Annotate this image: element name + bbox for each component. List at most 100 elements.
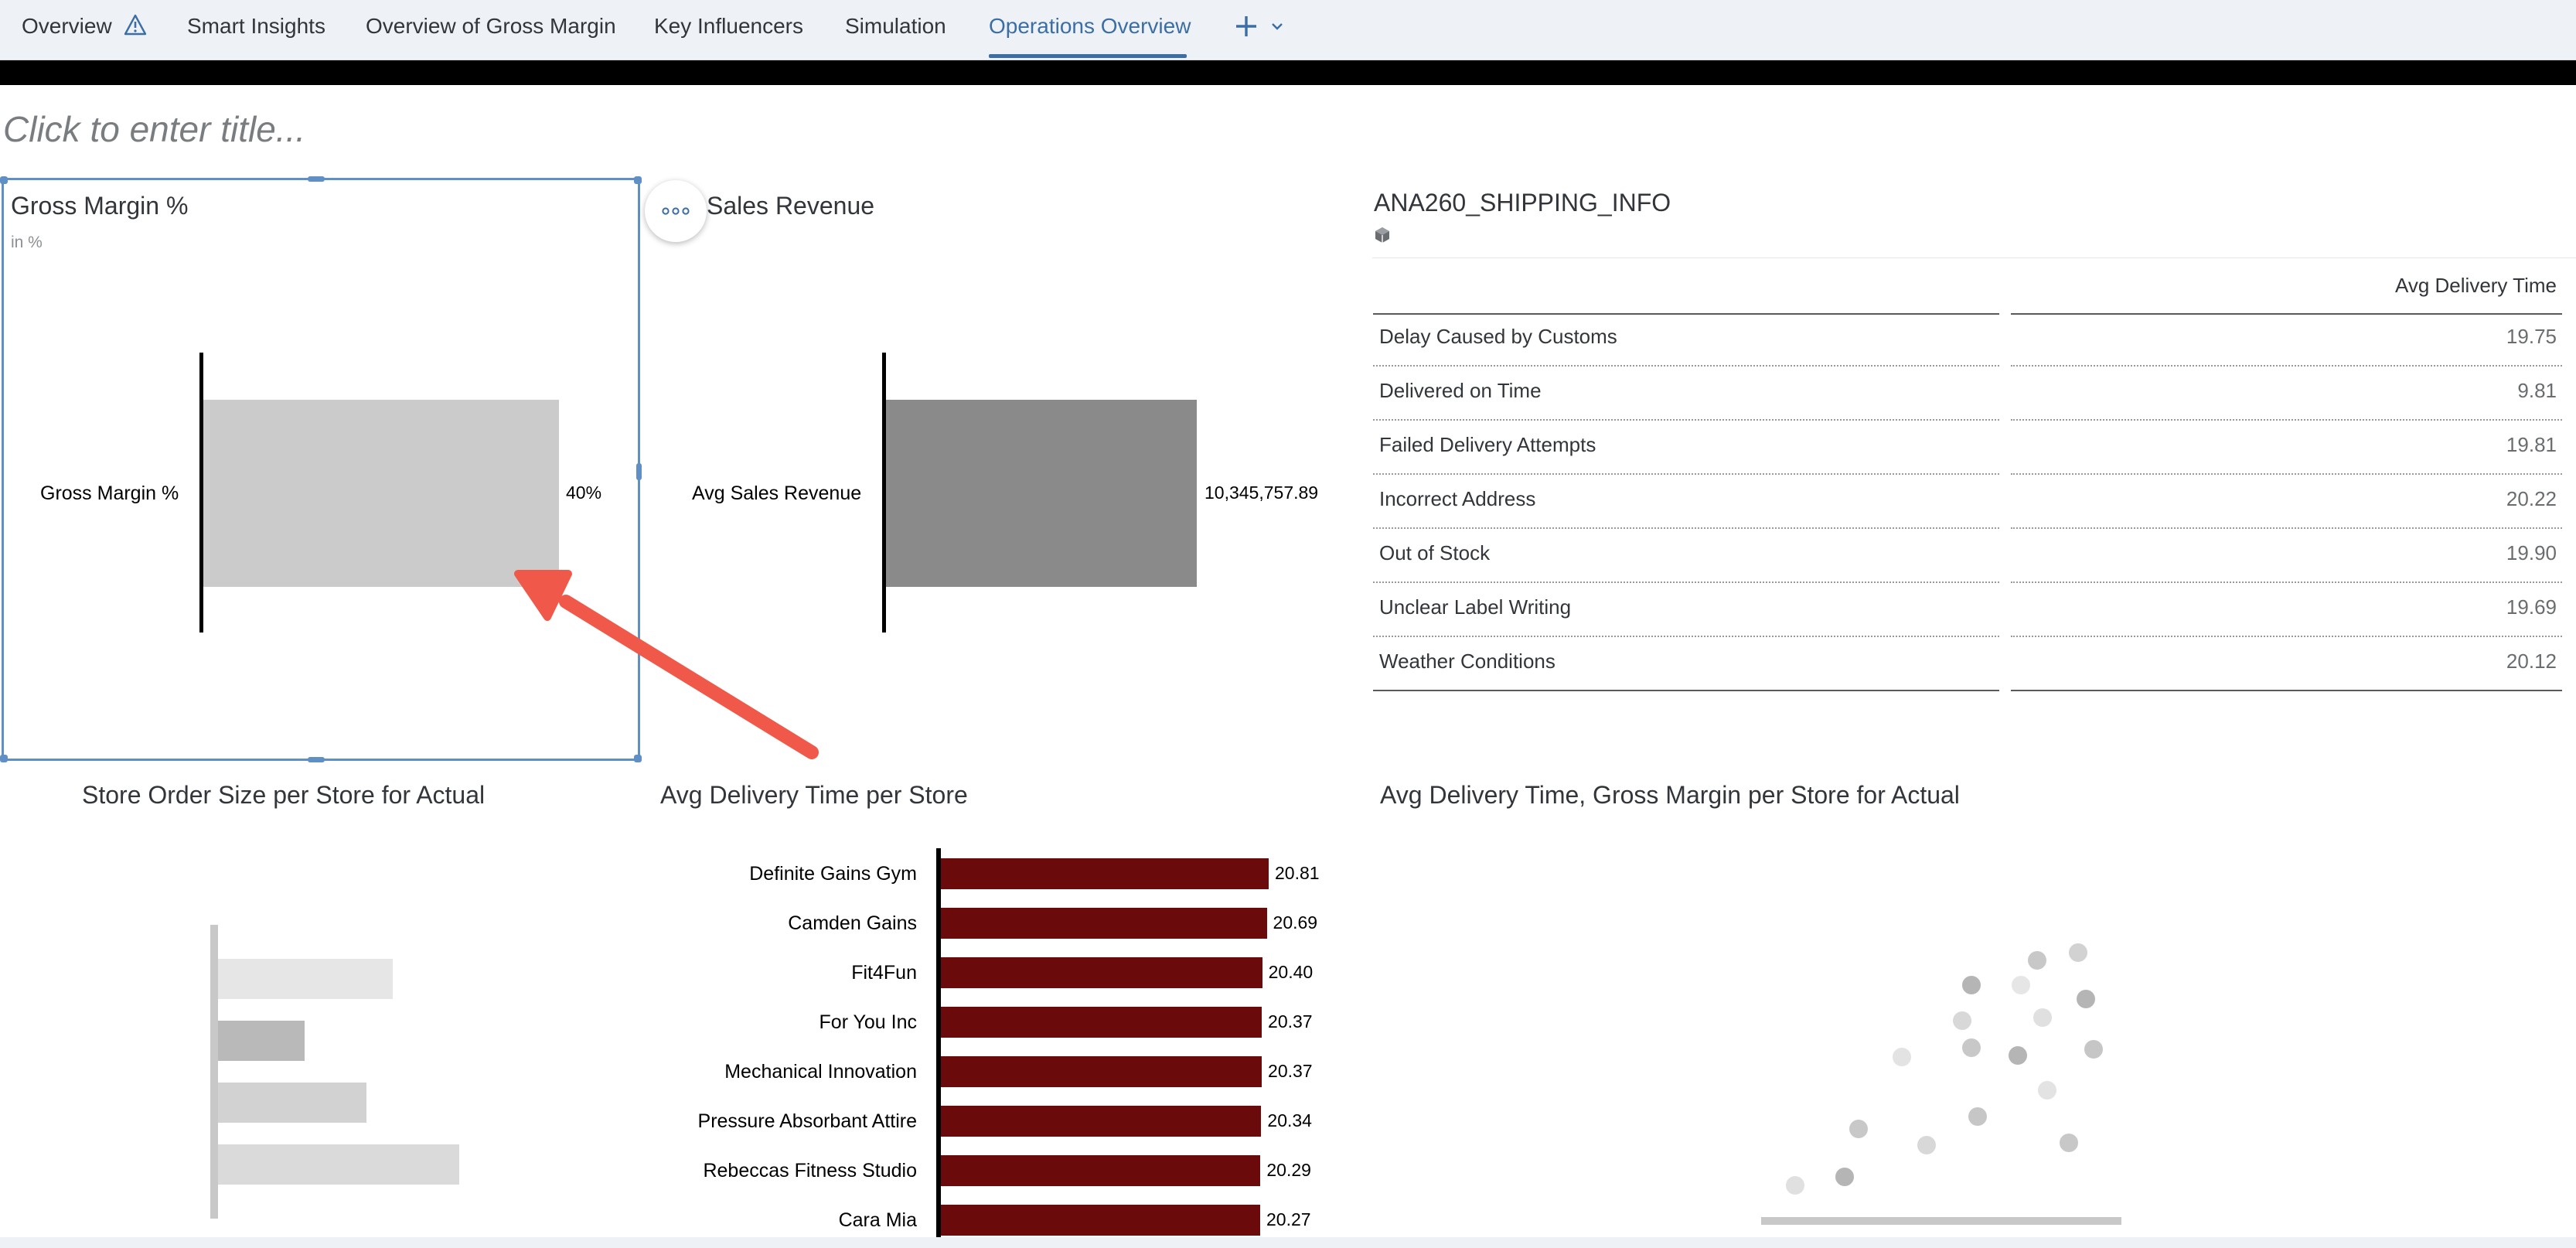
more-icon xyxy=(662,207,690,215)
delivery-value-label: 20.27 xyxy=(1266,1209,1311,1229)
tab-key-influencers[interactable]: Key Influencers xyxy=(654,11,803,42)
delivery-category-label: Camden Gains xyxy=(788,912,917,934)
more-actions-button[interactable] xyxy=(645,180,707,242)
placeholder-point xyxy=(1893,1048,1911,1066)
delivery-category-label: Definite Gains Gym xyxy=(749,863,917,885)
row-divider xyxy=(1373,473,1999,475)
delivery-value-label: 20.29 xyxy=(1266,1160,1311,1180)
delivery-value-label: 20.34 xyxy=(1267,1110,1312,1130)
delivery-bar[interactable] xyxy=(941,1106,1262,1137)
placeholder-bar xyxy=(218,959,393,999)
delivery-value-label: 20.81 xyxy=(1275,863,1320,883)
add-tab-button[interactable] xyxy=(1234,14,1285,47)
sales-revenue-axis xyxy=(882,353,886,633)
row-value: 19.75 xyxy=(2506,325,2557,348)
column-header-avg-delivery-time[interactable]: Avg Delivery Time xyxy=(2394,274,2557,297)
chevron-down-icon xyxy=(1271,23,1283,30)
gross-margin-widget[interactable] xyxy=(0,176,642,762)
row-divider xyxy=(2011,690,2562,691)
row-value: 19.90 xyxy=(2506,541,2557,564)
scatter-placeholder-chart xyxy=(1761,943,2121,1225)
tab-label: Simulation xyxy=(845,14,946,38)
resize-handle-right[interactable] xyxy=(636,463,642,480)
row-value: 20.22 xyxy=(2506,487,2557,510)
tab-overview[interactable]: Overview xyxy=(22,11,147,42)
gross-margin-bar[interactable] xyxy=(203,400,559,587)
delivery-category-label: Pressure Absorbant Attire xyxy=(697,1110,917,1132)
row-label: Unclear Label Writing xyxy=(1379,595,1572,619)
delivery-chart-axis xyxy=(936,848,941,1237)
resize-handle-top[interactable] xyxy=(308,176,325,182)
row-value: 20.12 xyxy=(2506,650,2557,673)
delivery-category-label: For You Inc xyxy=(819,1011,917,1033)
row-label: Failed Delivery Attempts xyxy=(1379,433,1596,456)
placeholder-bar xyxy=(218,1144,459,1185)
row-divider xyxy=(2011,581,2562,583)
header-underline-left xyxy=(1373,313,1999,315)
placeholder-point xyxy=(2069,943,2087,962)
tab-operations-overview[interactable]: Operations Overview xyxy=(989,11,1191,42)
resize-handle-bottom-right[interactable] xyxy=(634,755,642,762)
tab-smart-insights[interactable]: Smart Insights xyxy=(187,11,325,42)
tab-label: Overview xyxy=(22,14,112,38)
tab-label: Operations Overview xyxy=(989,14,1191,38)
active-tab-indicator xyxy=(989,54,1187,58)
tab-overview-of-gross-margin[interactable]: Overview of Gross Margin xyxy=(366,11,616,42)
delivery-bar[interactable] xyxy=(941,858,1269,889)
gross-margin-value-label: 40% xyxy=(566,482,602,503)
placeholder-point xyxy=(2038,1081,2056,1100)
sales-revenue-bar[interactable] xyxy=(886,400,1197,587)
resize-handle-top-right[interactable] xyxy=(634,176,642,184)
tab-bar: Overview Smart Insights Overview of Gros… xyxy=(0,0,2576,60)
delivery-bar[interactable] xyxy=(941,1155,1261,1186)
sales-revenue-title: Sales Revenue xyxy=(707,192,875,220)
placeholder-point xyxy=(2033,1008,2052,1027)
delivery-bar[interactable] xyxy=(941,1205,1260,1236)
resize-handle-bottom-left[interactable] xyxy=(0,755,8,762)
row-divider xyxy=(1373,527,1999,529)
page-title-input[interactable]: Click to enter title... xyxy=(3,109,306,149)
resize-handle-top-left[interactable] xyxy=(0,176,8,184)
row-divider xyxy=(1373,690,1999,691)
resize-handle-bottom[interactable] xyxy=(308,757,325,762)
delivery-value-label: 20.40 xyxy=(1268,962,1314,982)
row-value: 9.81 xyxy=(2517,379,2557,402)
toolbar-strip xyxy=(0,60,2576,85)
delivery-category-label: Fit4Fun xyxy=(851,962,917,984)
placeholder-point xyxy=(2028,951,2046,970)
row-label: Delivered on Time xyxy=(1379,379,1542,402)
delivery-bar[interactable] xyxy=(941,908,1267,939)
placeholder-point xyxy=(2084,1040,2103,1059)
row-divider xyxy=(1373,419,1999,421)
delivery-bar[interactable] xyxy=(941,1007,1262,1038)
tab-label: Key Influencers xyxy=(654,14,803,38)
table-top-divider xyxy=(1372,257,2576,258)
delivery-value-label: 20.37 xyxy=(1268,1011,1313,1031)
row-divider xyxy=(1373,365,1999,367)
delivery-value-label: 20.37 xyxy=(1268,1061,1313,1081)
store-order-size-title: Store Order Size per Store for Actual xyxy=(82,781,486,809)
row-value: 19.81 xyxy=(2506,433,2557,456)
placeholder-bar xyxy=(218,1083,366,1123)
header-underline-right xyxy=(2011,313,2562,315)
plus-icon xyxy=(1236,16,1256,36)
delivery-bar[interactable] xyxy=(941,957,1262,988)
placeholder-point xyxy=(2077,990,2095,1008)
placeholder-point xyxy=(2009,1046,2027,1065)
tab-label: Overview of Gross Margin xyxy=(366,14,616,38)
row-value: 19.69 xyxy=(2506,595,2557,619)
delivery-bar[interactable] xyxy=(941,1056,1262,1087)
gross-margin-subtitle: in % xyxy=(11,234,43,251)
placeholder-bar xyxy=(218,1021,305,1061)
row-divider xyxy=(2011,636,2562,637)
sales-revenue-value-label: 10,345,757.89 xyxy=(1205,482,1319,503)
row-divider xyxy=(2011,527,2562,529)
warning-icon xyxy=(124,14,147,36)
row-divider xyxy=(2011,419,2562,421)
row-divider xyxy=(2011,473,2562,475)
tab-simulation[interactable]: Simulation xyxy=(845,11,946,42)
annotation-arrow xyxy=(514,570,819,759)
placeholder-point xyxy=(1968,1107,1987,1126)
placeholder-point xyxy=(1835,1168,1854,1186)
delivery-value-label: 20.69 xyxy=(1273,912,1318,933)
